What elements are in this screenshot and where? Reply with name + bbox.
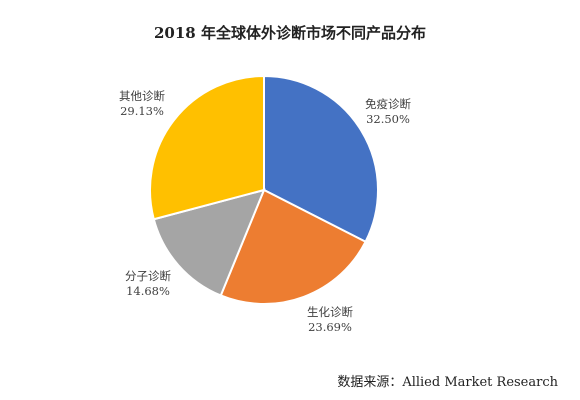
slice-label-1: 免疫诊断 [365, 97, 411, 111]
pie-slice-1 [263, 74, 379, 244]
slice-value-label-4: 29.13% [120, 104, 164, 118]
slice-value-label-3: 14.68% [126, 284, 170, 298]
slice-label-2: 生化诊断 [307, 305, 353, 319]
source-note: 数据来源：Allied Market Research [337, 375, 558, 390]
pie-slice-2 [219, 188, 367, 305]
pie-slice-4 [149, 74, 265, 221]
pie-slices [149, 74, 379, 305]
slice-label-3: 分子诊断 [125, 269, 171, 283]
pie-slice-3 [152, 188, 266, 297]
slice-value-label-1: 32.50% [366, 112, 410, 126]
slice-label-4: 其他诊断 [119, 89, 165, 103]
chart-title: 2018 年全球体外诊断市场不同产品分布 [154, 24, 426, 42]
slice-value-label-2: 23.69% [308, 320, 352, 334]
